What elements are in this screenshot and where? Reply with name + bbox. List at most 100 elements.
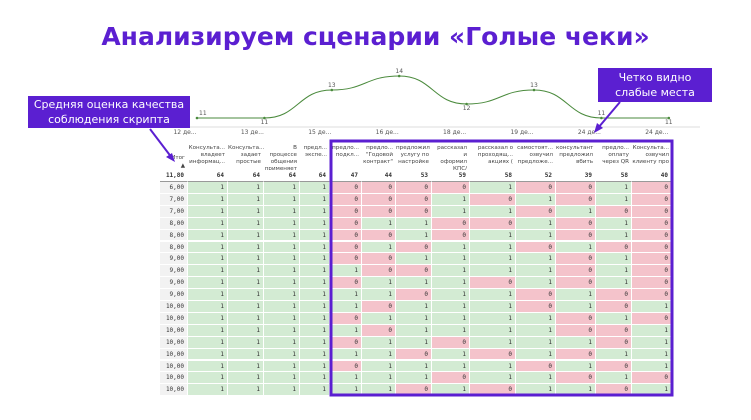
score-cell: 1 [188,229,228,242]
score-cell: 1 [228,193,264,206]
score-cell: 0 [596,301,632,313]
score-cell: 1 [470,372,516,385]
score-cell: 1 [432,289,470,301]
row-total: 9,00 [160,277,188,290]
score-cell: 1 [362,277,396,290]
score-cell: 1 [516,277,556,290]
score-cell: 1 [432,205,470,218]
score-cell: 1 [596,229,632,242]
score-cell: 1 [596,193,632,206]
score-cell: 1 [362,241,396,254]
score-cell: 0 [556,312,596,325]
score-cell: 1 [516,312,556,325]
row-total: 7,00 [160,193,188,206]
score-cell: 1 [228,241,264,254]
score-cell: 0 [362,265,396,278]
value-label: 13 [328,82,336,89]
value-label: 11 [261,119,269,126]
score-cell: 1 [188,217,228,230]
x-tick-label: 19 де... [510,129,533,136]
score-cell: 1 [556,336,596,349]
score-cell: 0 [362,205,396,218]
score-cell: 0 [556,229,596,242]
column-header: Консульта... владеет информац... [188,145,225,165]
score-cell: 0 [396,289,432,301]
score-cell: 1 [432,277,470,290]
score-cell: 1 [228,324,264,337]
score-cell: 1 [188,205,228,218]
column-header: рассказал о проходящ... акциях ( [477,145,513,165]
value-label: 11 [598,110,606,117]
score-cell: 1 [228,348,264,361]
value-label: 11 [199,110,207,117]
column-header: В процессе общения применяет [264,145,297,170]
x-tick-label: 18 де... [443,129,466,136]
row-total: 10,00 [160,360,188,373]
score-cell: 1 [228,265,264,278]
score-cell: 0 [516,241,556,254]
score-cell: 1 [264,193,300,206]
score-cell: 1 [228,205,264,218]
score-cell: 0 [556,253,596,266]
score-cell: 1 [264,312,300,325]
score-cell: 1 [432,265,470,278]
total-cell: 64 [264,170,300,182]
score-cell: 1 [228,336,264,349]
score-cell: 0 [330,312,362,325]
row-total: 9,00 [160,253,188,266]
total-cell: 58 [470,170,516,182]
total-cell: 59 [432,170,470,182]
score-cell: 1 [596,312,632,325]
column-header: Консульта... задает простые [228,145,264,165]
value-label: 11 [665,119,673,126]
score-cell: 1 [596,348,632,361]
score-cell: 0 [330,277,362,290]
score-cell: 1 [264,205,300,218]
row-total: 8,00 [160,241,188,254]
score-cell: 1 [188,348,228,361]
score-cell: 0 [330,217,362,230]
score-cell: 1 [432,348,470,361]
highlight-frame [329,139,674,397]
score-cell: 0 [556,265,596,278]
score-cell: 0 [516,301,556,313]
score-cell: 1 [396,324,432,337]
score-cell: 1 [596,265,632,278]
score-cell: 1 [188,372,228,385]
score-cell: 0 [362,324,396,337]
score-cell: 1 [362,372,396,385]
score-cell: 1 [470,301,516,313]
sort-icon: ▲ [180,163,185,169]
total-cell: 39 [556,170,596,182]
score-cell: 1 [362,312,396,325]
score-cell: 1 [330,265,362,278]
score-cell: 1 [470,182,516,194]
score-cell: 1 [264,229,300,242]
score-cell: 0 [396,205,432,218]
score-cell: 0 [516,182,556,194]
score-cell: 0 [432,372,470,385]
score-cell: 1 [432,301,470,313]
total-cell: 64 [188,170,228,182]
score-cell: 1 [228,384,264,397]
score-cell: 1 [396,301,432,313]
score-cell: 1 [396,336,432,349]
score-cell: 0 [396,265,432,278]
column-header: самостоят... озвучил предложе... [517,145,553,165]
score-cell: 1 [188,312,228,325]
score-cell: 1 [516,229,556,242]
score-cell: 1 [228,277,264,290]
arrow [149,128,173,159]
total-cell: 11,80 [160,170,188,182]
score-cell: 1 [188,384,228,397]
callout: Четко видно слабые места [598,68,712,102]
score-cell: 1 [228,182,264,194]
score-cell: 1 [362,336,396,349]
score-cell: 1 [516,336,556,349]
score-cell: 0 [596,241,632,254]
score-cell: 1 [188,253,228,266]
column-header: Итог [171,155,185,161]
score-cell: 1 [396,253,432,266]
score-cell: 1 [264,265,300,278]
x-tick-label: 24 де... [645,129,668,136]
